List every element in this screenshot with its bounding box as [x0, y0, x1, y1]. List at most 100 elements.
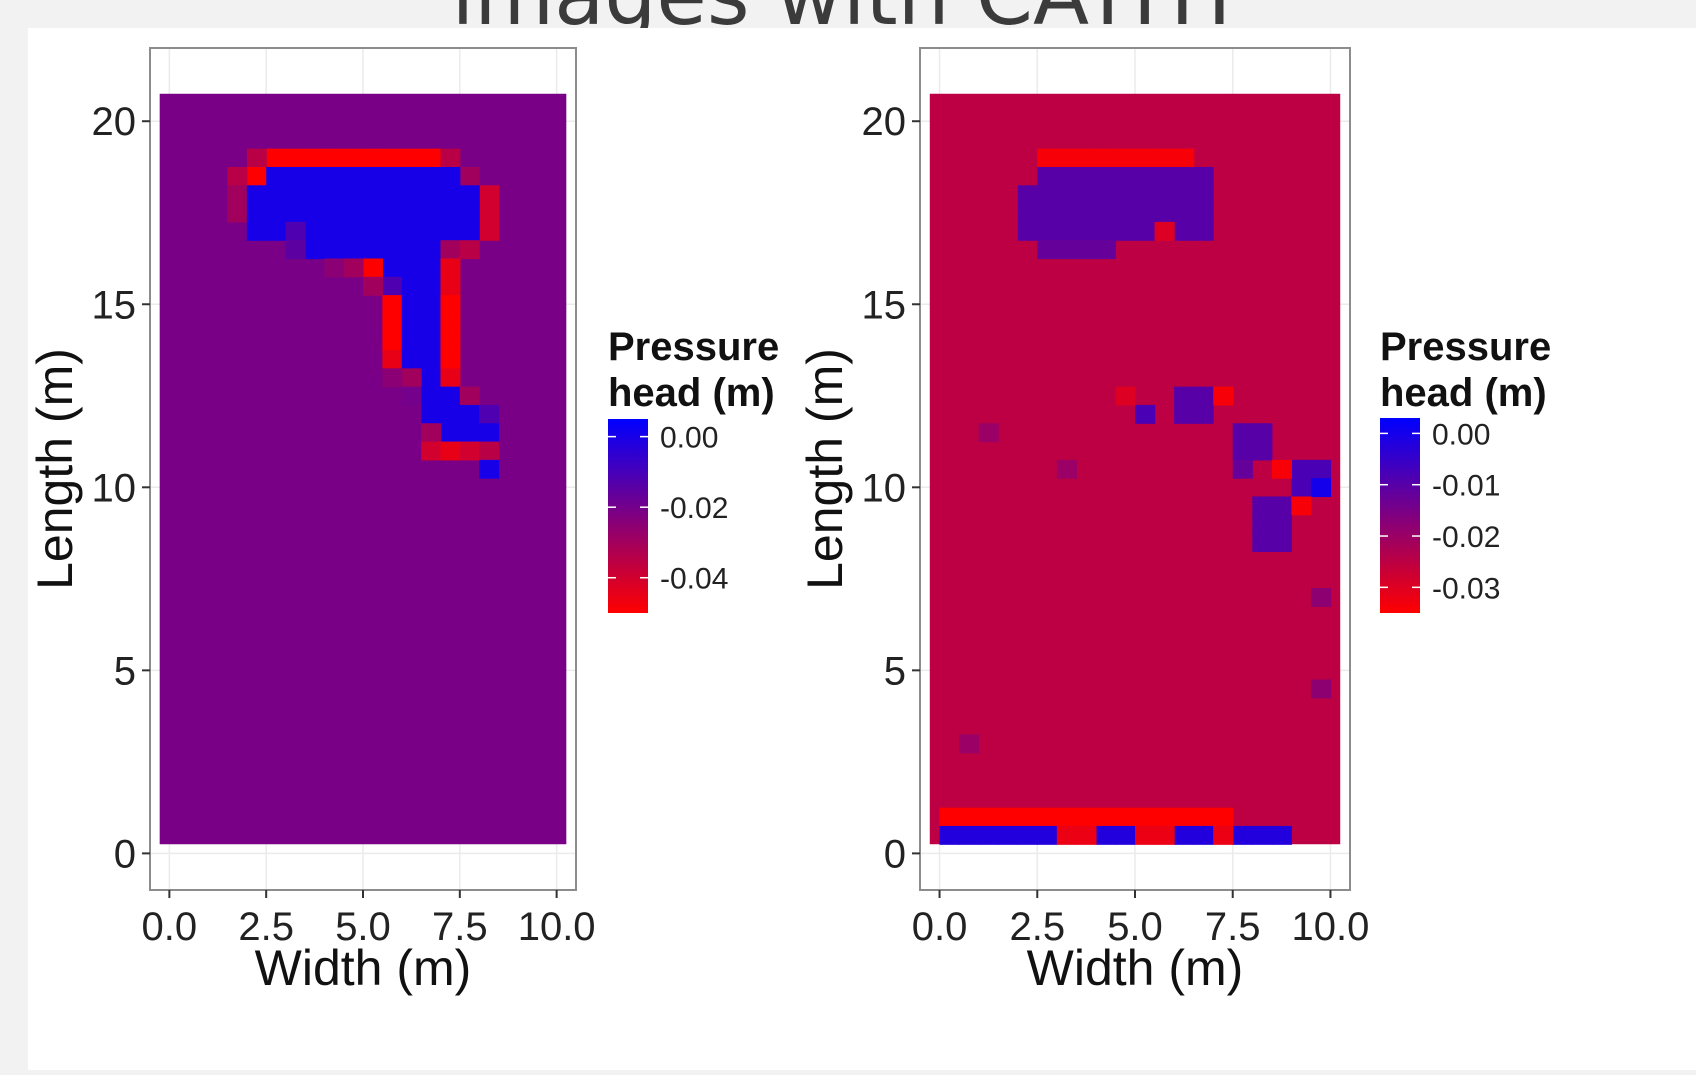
legend-label: -0.04 — [660, 563, 728, 596]
heatmap-cell — [227, 203, 248, 223]
y-tick-label: 5 — [884, 649, 906, 693]
heatmap-cell — [401, 276, 422, 296]
heatmap-cell — [1174, 185, 1195, 205]
heatmap-cell — [939, 807, 960, 827]
heatmap-cell — [324, 258, 345, 278]
heatmap-cell — [1252, 514, 1273, 534]
heatmap-cell — [1252, 423, 1273, 443]
heatmap-cell — [1271, 825, 1292, 845]
heatmap-cell — [440, 368, 461, 388]
heatmap-cell — [1076, 240, 1097, 260]
y-tick-label: 10 — [92, 466, 137, 510]
y-tick-label: 0 — [884, 832, 906, 876]
heatmap-cell — [1056, 185, 1077, 205]
heatmap-cell — [459, 404, 480, 424]
figure-panel: 0 5 10 15 20 0.0 2.5 5.0 7.5 10.0 Width (m) Length … — [27, 28, 1696, 1070]
heatmap-cell — [382, 295, 403, 315]
heatmap-cell — [1174, 166, 1195, 186]
heatmap-cell — [1115, 148, 1136, 168]
legend-colorbar — [1380, 418, 1420, 613]
heatmap-cell — [1095, 825, 1117, 845]
heatmap-cell — [1056, 807, 1077, 827]
legend-label: 0.00 — [1432, 418, 1490, 451]
heatmap-cell — [440, 221, 461, 241]
heatmap-cell — [440, 313, 461, 333]
heatmap-cell — [1252, 441, 1273, 461]
heatmap-cell — [421, 203, 442, 223]
heatmap-figure: 0 5 10 15 20 0.0 2.5 5.0 7.5 10.0 Width (m) Length … — [27, 47, 1551, 996]
heatmap-cell — [324, 203, 345, 223]
heatmap-cell — [1193, 825, 1214, 845]
heatmap-cell — [1193, 166, 1214, 186]
heatmap-cell — [304, 185, 325, 205]
heatmap-cell — [1193, 404, 1214, 424]
heatmap-cell — [1252, 825, 1273, 845]
heatmap-cell — [440, 185, 461, 205]
heatmap-cell — [363, 276, 383, 296]
heatmap-cell — [401, 221, 422, 241]
heatmap-cell — [304, 148, 325, 168]
heatmap-cell — [382, 276, 403, 296]
heatmap-cell — [1310, 478, 1332, 498]
heatmap-cell — [998, 807, 1019, 827]
heatmap-cell — [978, 825, 999, 845]
heatmap-cell — [440, 331, 461, 351]
heatmap-cell — [1115, 166, 1136, 186]
heatmap-cell — [1017, 221, 1038, 241]
heatmap-cell — [382, 313, 403, 333]
heatmap-cell — [1174, 148, 1195, 168]
heatmap-cell — [1135, 221, 1156, 241]
heatmap-cell — [1193, 807, 1214, 827]
heatmap-cell — [1076, 166, 1097, 186]
heatmap-cell — [401, 331, 422, 351]
legend-label: -0.03 — [1432, 572, 1500, 605]
y-tick-label: 20 — [92, 100, 137, 144]
heatmap-cell — [440, 423, 461, 443]
heatmap-cell — [1095, 185, 1117, 205]
heatmap-cell — [421, 423, 442, 443]
heatmap-cell — [459, 166, 480, 186]
heatmap-cell — [479, 423, 500, 443]
heatmap-cell — [246, 221, 267, 241]
legend-title: head (m) — [1380, 371, 1547, 415]
heatmap-cell — [1213, 807, 1234, 827]
heatmap-cell — [1037, 166, 1058, 186]
x-tick-label: 5.0 — [1107, 905, 1163, 949]
heatmap-cell — [939, 825, 960, 845]
heatmap-cell — [1056, 203, 1077, 223]
heatmap-cell — [401, 203, 422, 223]
heatmap-cell — [1291, 496, 1312, 516]
heatmap-cell — [1193, 203, 1214, 223]
heatmap-cell — [1135, 185, 1156, 205]
heatmap-cell — [459, 203, 480, 223]
heatmap-cell — [1076, 825, 1097, 845]
heatmap-cell — [285, 221, 306, 241]
heatmap-cell — [1017, 185, 1038, 205]
heatmap-cell — [401, 185, 422, 205]
heatmap-cell — [1271, 496, 1292, 516]
heatmap-cell — [1076, 148, 1097, 168]
heatmap-cell — [266, 166, 287, 186]
heatmap-cell — [1154, 221, 1175, 241]
heatmap-cell — [285, 240, 306, 260]
heatmap-cell — [1135, 166, 1156, 186]
heatmap-cell — [401, 386, 422, 406]
heatmap-cell — [285, 148, 306, 168]
heatmap-cell — [479, 459, 500, 479]
legend-title: Pressure — [1380, 325, 1551, 369]
heatmap-cell — [246, 148, 267, 168]
heatmap-cell — [401, 166, 422, 186]
heatmap-cell — [1037, 807, 1058, 827]
heatmap-cell — [1037, 185, 1058, 205]
heatmap-cell — [343, 203, 364, 223]
heatmap-cell — [343, 221, 364, 241]
legend-title: head (m) — [608, 371, 775, 415]
heatmap-cell — [1056, 148, 1077, 168]
x-tick-label: 7.5 — [1205, 905, 1261, 949]
heatmap-cell — [1135, 203, 1156, 223]
heatmap-cell — [479, 441, 500, 461]
heatmap-cell — [421, 166, 442, 186]
heatmap-cell — [343, 148, 364, 168]
heatmap-cell — [324, 240, 345, 260]
